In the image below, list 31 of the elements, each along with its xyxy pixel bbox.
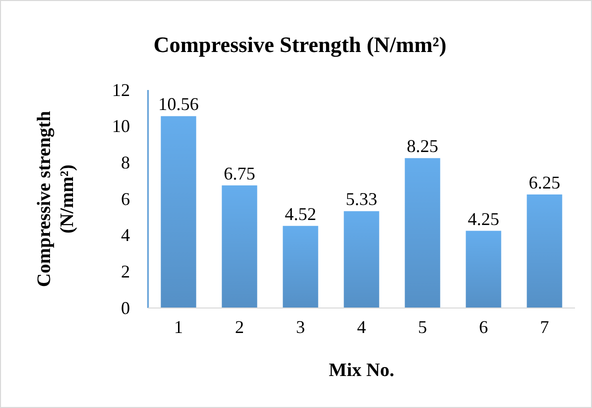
data-label: 6.75 xyxy=(224,163,256,184)
bar xyxy=(344,211,380,308)
x-tick-label: 4 xyxy=(357,316,366,337)
x-tick-label: 2 xyxy=(235,316,244,337)
x-tick-label: 5 xyxy=(418,316,427,337)
chart-title: Compressive Strength (N/mm²) xyxy=(154,32,446,57)
y-tick-label: 4 xyxy=(121,225,130,246)
y-tick-label: 0 xyxy=(121,298,130,318)
x-tick-label: 6 xyxy=(479,316,488,337)
bar xyxy=(222,185,258,308)
data-label: 6.25 xyxy=(528,172,560,192)
y-tick-label: 6 xyxy=(121,188,130,209)
y-tick-label: 12 xyxy=(112,80,130,100)
bar xyxy=(160,116,196,308)
x-tick-label: 7 xyxy=(540,316,549,337)
x-tick-label: 3 xyxy=(296,316,305,337)
data-label: 10.56 xyxy=(158,94,199,114)
y-tick-label: 2 xyxy=(121,261,130,282)
data-label: 8.25 xyxy=(406,136,438,156)
data-label: 4.52 xyxy=(284,204,316,224)
y-tick-label: 10 xyxy=(112,116,130,136)
data-label: 4.25 xyxy=(468,208,500,229)
y-tick-label: 8 xyxy=(121,152,130,172)
data-label: 5.33 xyxy=(346,189,378,210)
bar xyxy=(526,194,562,308)
x-tick-label: 1 xyxy=(174,316,183,337)
bar xyxy=(466,230,502,308)
x-axis-title: Mix No. xyxy=(328,360,394,381)
bar xyxy=(282,226,318,308)
bar xyxy=(404,158,440,308)
y-axis-title: Compressive strength (N/mm²) xyxy=(34,110,78,288)
